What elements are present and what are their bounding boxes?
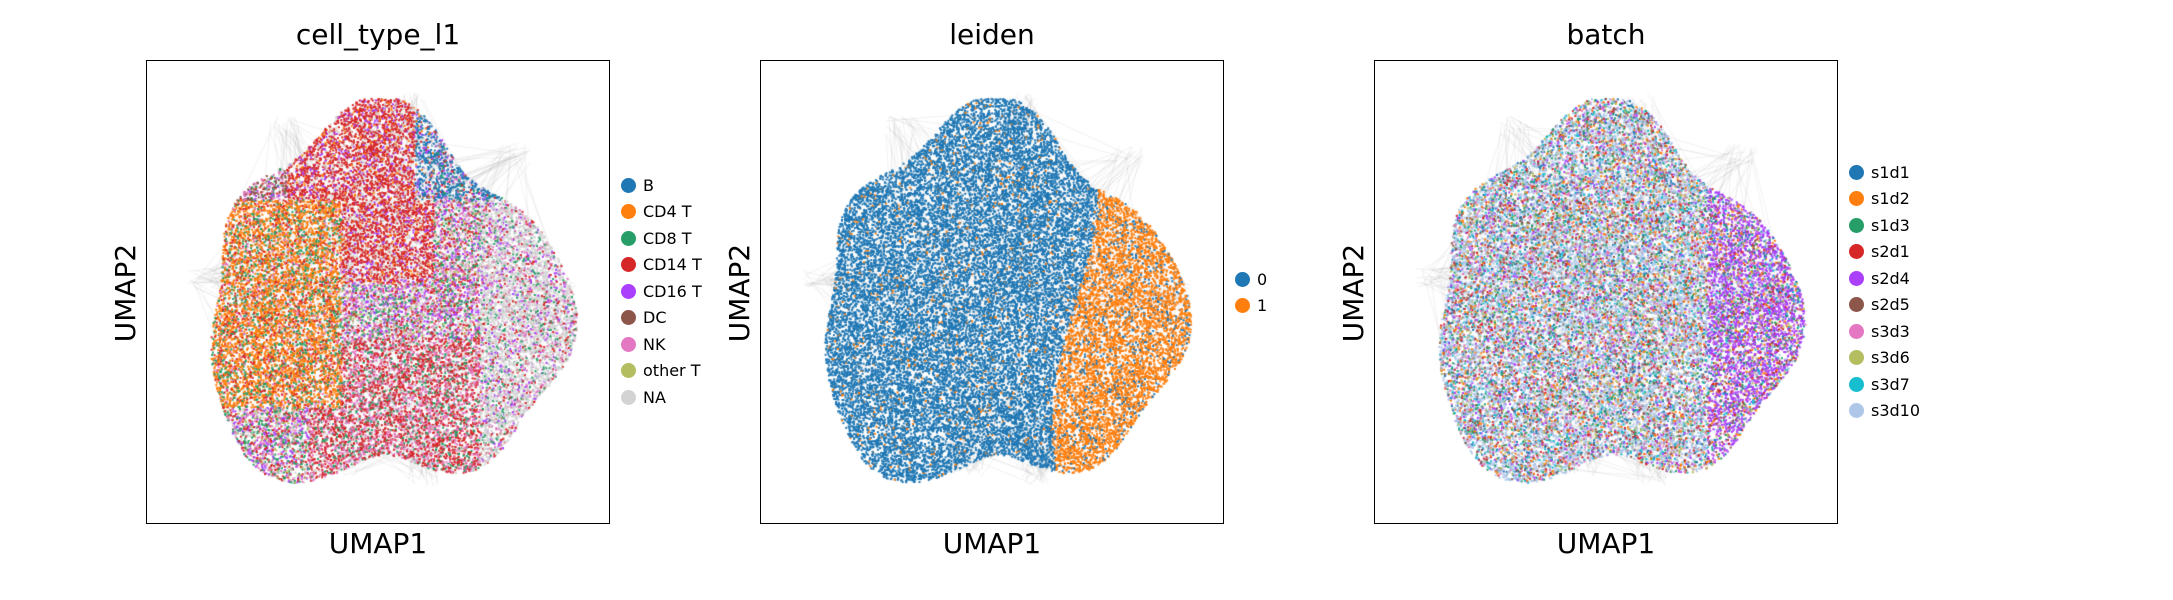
legend-item: CD8 T [621,225,702,252]
scatter-plot-leiden [760,60,1224,524]
legend-label: NK [643,334,666,354]
scatter-points-batch [1375,61,1836,522]
legend-marker-icon [621,389,636,405]
legend-label: s1d2 [1871,189,1910,209]
legend-item: s1d3 [1849,212,1920,239]
legend-item: s1d1 [1849,159,1920,186]
legend-item: B [621,172,702,199]
scatter-points-cell-type [147,61,608,522]
legend-item: CD16 T [621,278,702,305]
legend-label: s2d5 [1871,295,1910,315]
legend-label: s2d1 [1871,242,1910,262]
legend-label: s3d10 [1871,401,1921,421]
legend-label: 0 [1257,269,1268,289]
panel-title-batch: batch [1566,18,1646,51]
y-axis-label-leiden: UMAP2 [723,243,756,343]
legend-item: s2d4 [1849,265,1920,292]
panel-title-cell-type: cell_type_l1 [295,18,461,51]
legend-item: CD14 T [621,252,702,279]
legend-label: CD14 T [643,255,702,275]
legend-item: other T [621,358,702,385]
legend-label: s1d1 [1871,162,1910,182]
legend-marker-icon [1849,323,1864,339]
legend-marker-icon [1235,298,1250,314]
legend-label: CD4 T [643,202,692,222]
x-axis-label-leiden: UMAP1 [942,527,1042,560]
y-axis-label-batch: UMAP2 [1337,243,1370,343]
legend-marker-icon [621,283,636,299]
legend-marker-icon [1849,270,1864,286]
legend-item: 0 [1235,266,1267,293]
legend-label: s2d4 [1871,268,1910,288]
legend-marker-icon [1849,191,1864,207]
legend-label: CD8 T [643,228,692,248]
legend-item: NA [621,384,702,411]
legend-item: s3d10 [1849,398,1920,425]
legend-item: 1 [1235,293,1267,320]
legend-item: s2d5 [1849,292,1920,319]
legend-marker-icon [621,310,636,326]
panel-title-leiden: leiden [949,18,1035,51]
legend-item: s3d6 [1849,345,1920,372]
legend-marker-icon [621,204,636,220]
legend-marker-icon [1849,217,1864,233]
legend-label: NA [643,387,666,407]
legend-item: s3d3 [1849,318,1920,345]
legend-label: B [643,175,654,195]
legend-label: 1 [1257,296,1268,316]
legend-item: CD4 T [621,199,702,226]
legend-item: DC [621,305,702,332]
legend-label: s3d3 [1871,321,1910,341]
legend-item: s1d2 [1849,186,1920,213]
legend-marker-icon [1849,376,1864,392]
legend-marker-icon [1849,244,1864,260]
legend-batch: s1d1 s1d2 s1d3 s2d1 s2d4 s2d5 s3d3 s3d6 s3d7 s3d1… [1849,159,1920,424]
x-axis-label-cell-type: UMAP1 [328,527,428,560]
legend-marker-icon [621,257,636,273]
scatter-plot-batch [1374,60,1838,524]
legend-item: s3d7 [1849,371,1920,398]
legend-marker-icon [621,363,636,379]
legend-label: s3d6 [1871,348,1910,368]
legend-label: s1d3 [1871,215,1910,235]
legend-marker-icon [1235,271,1250,287]
legend-item: NK [621,331,702,358]
legend-marker-icon [621,230,636,246]
legend-item: s2d1 [1849,239,1920,266]
legend-cell-type: B CD4 T CD8 T CD14 T CD16 T DC NK other T NA [621,172,702,411]
scatter-points-leiden [761,61,1222,522]
legend-marker-icon [1849,403,1864,419]
y-axis-label-cell-type: UMAP2 [109,243,142,343]
legend-marker-icon [1849,164,1864,180]
legend-label: other T [643,361,701,381]
legend-marker-icon [621,336,636,352]
scatter-plot-cell-type [146,60,610,524]
x-axis-label-batch: UMAP1 [1556,527,1656,560]
legend-label: CD16 T [643,281,702,301]
legend-label: s3d7 [1871,374,1910,394]
legend-marker-icon [1849,297,1864,313]
legend-label: DC [643,308,667,328]
legend-marker-icon [1849,350,1864,366]
legend-marker-icon [621,177,636,193]
